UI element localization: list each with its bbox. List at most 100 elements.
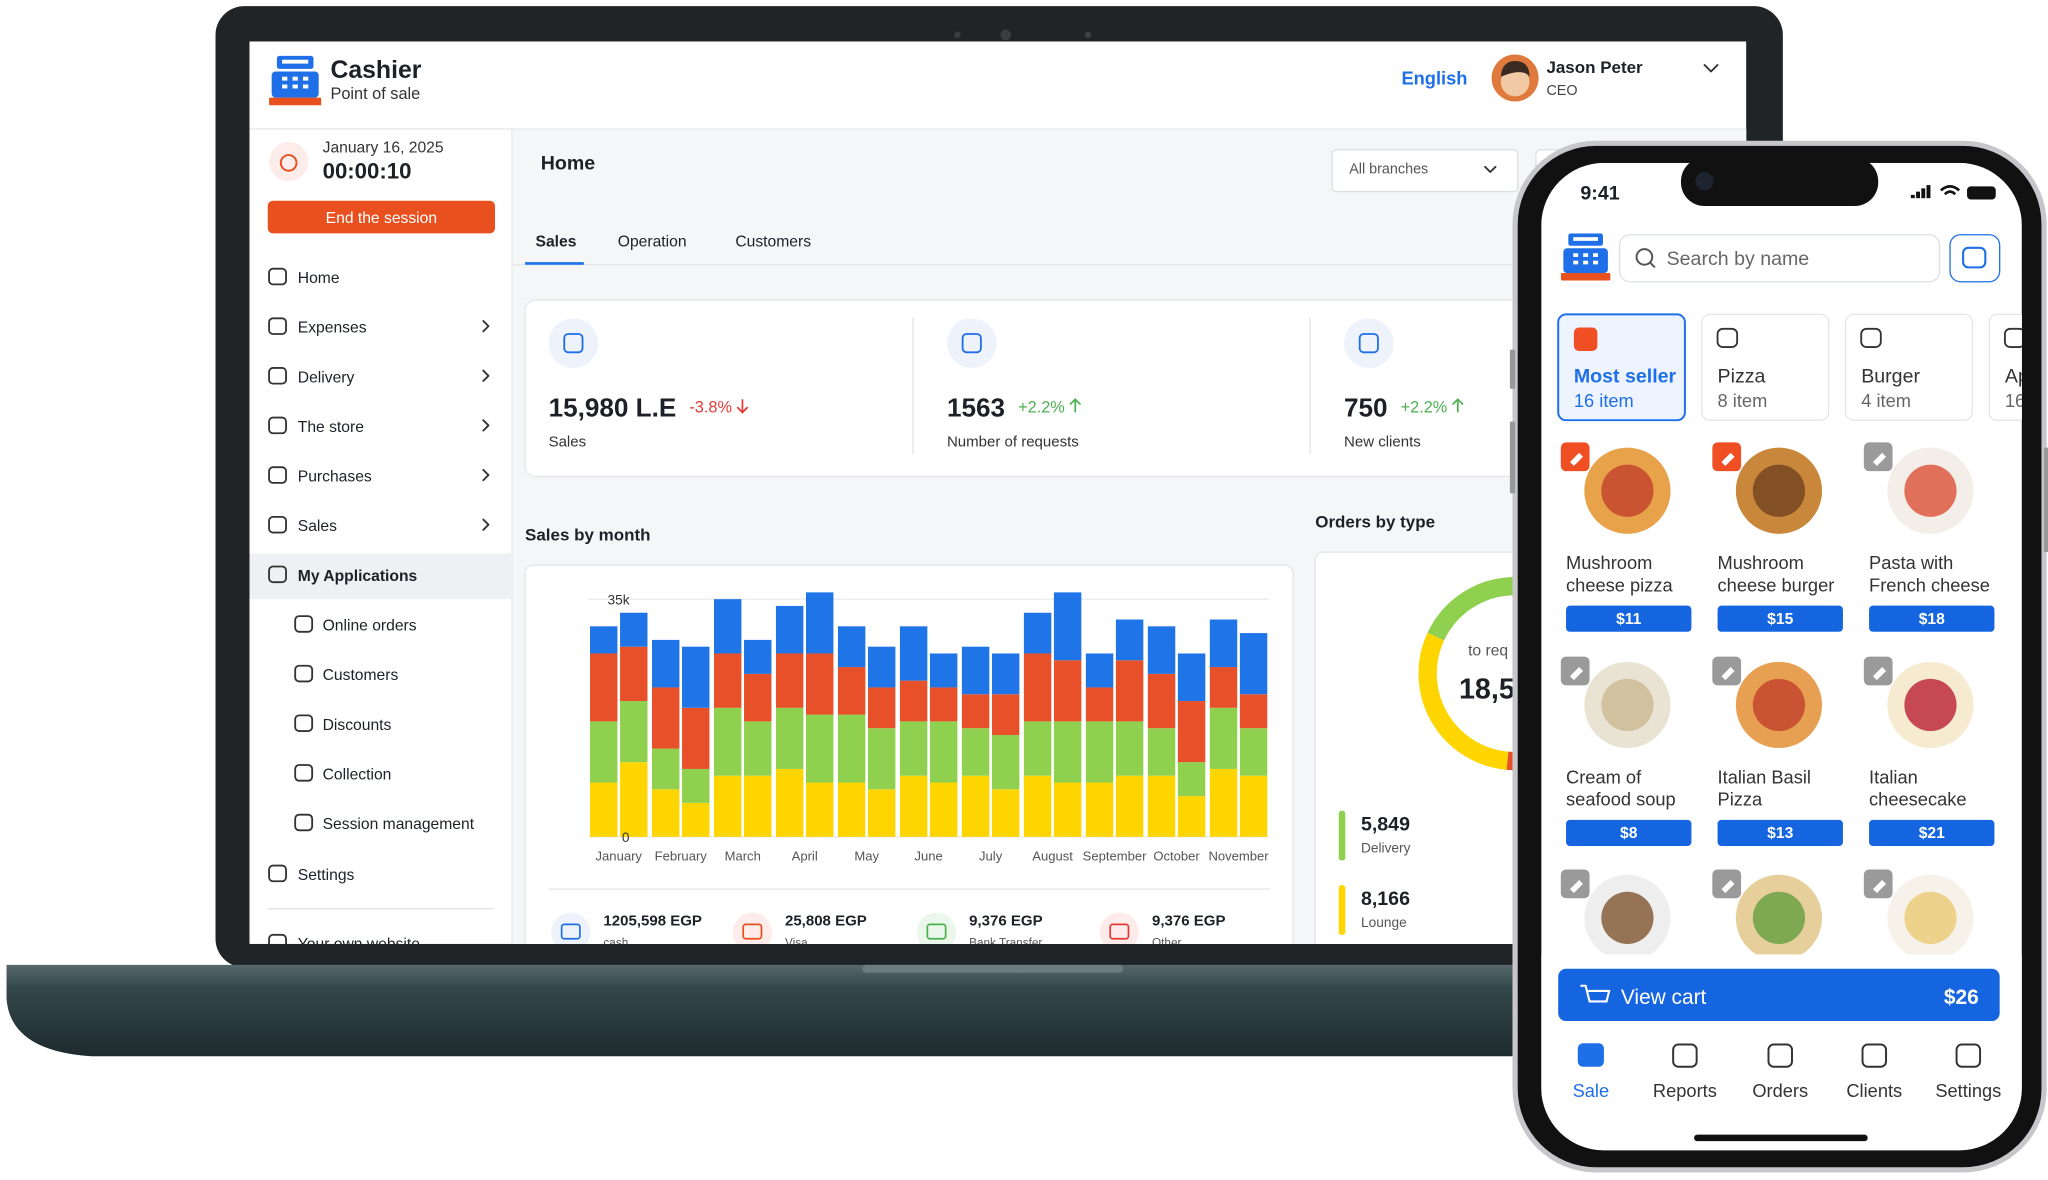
category-count[interactable]: 16 item bbox=[1574, 390, 1634, 411]
price-label[interactable]: $18 bbox=[1919, 611, 1945, 628]
tab-label[interactable]: Sale bbox=[1573, 1080, 1610, 1101]
nav-item[interactable]: Home bbox=[298, 270, 340, 287]
bar-segment bbox=[867, 728, 896, 790]
donut-segment bbox=[1427, 576, 1516, 641]
category-count[interactable]: 16 bbox=[2005, 390, 2025, 411]
product-name: Italian bbox=[1869, 766, 1918, 787]
legend-value: 5,849 bbox=[1361, 813, 1410, 835]
legend-label: Delivery bbox=[1361, 841, 1411, 856]
nav-item[interactable]: Sales bbox=[298, 518, 337, 535]
tab[interactable]: Operation bbox=[618, 233, 687, 250]
category-name[interactable]: Burger bbox=[1861, 365, 1920, 387]
pin-icon bbox=[1872, 667, 1887, 681]
tab-label[interactable]: Reports bbox=[1653, 1080, 1717, 1101]
stat-icon-bg bbox=[946, 318, 997, 368]
bar-segment bbox=[713, 707, 742, 776]
food-image-detail bbox=[1601, 891, 1654, 944]
bar-segment bbox=[1177, 653, 1206, 702]
language-switch[interactable]: English bbox=[1401, 68, 1467, 89]
nav-item[interactable]: My Applications bbox=[298, 568, 418, 585]
brand-name: Cashier bbox=[330, 57, 421, 84]
tab[interactable]: Customers bbox=[735, 233, 811, 250]
price-button[interactable] bbox=[1717, 819, 1843, 846]
nav-subitem[interactable]: Online orders bbox=[323, 617, 417, 634]
nav-item[interactable]: Expenses bbox=[298, 320, 367, 337]
category-name[interactable]: Ap bbox=[2005, 365, 2029, 387]
category-card[interactable] bbox=[1701, 313, 1830, 421]
price-label[interactable]: $11 bbox=[1616, 611, 1642, 628]
bar-segment bbox=[1085, 721, 1114, 783]
search-placeholder[interactable]: Search by name bbox=[1667, 248, 1810, 270]
nav-subitem[interactable]: Session management bbox=[323, 816, 475, 833]
branch-filter-label[interactable]: All branches bbox=[1349, 161, 1428, 177]
stat-value: 1563 bbox=[947, 392, 1005, 422]
category-card[interactable] bbox=[1844, 313, 1973, 421]
bar-segment bbox=[899, 680, 928, 722]
tab-label[interactable]: Clients bbox=[1846, 1080, 1902, 1101]
bar-segment bbox=[620, 646, 648, 702]
price-button[interactable] bbox=[1869, 819, 1995, 846]
payment-icon bbox=[560, 923, 581, 940]
stat-value: 750 bbox=[1344, 392, 1388, 422]
product-name: Mushroom bbox=[1566, 552, 1652, 573]
price-label[interactable]: $15 bbox=[1767, 611, 1793, 628]
view-cart-button[interactable] bbox=[1558, 968, 2000, 1022]
home-indicator bbox=[1694, 1134, 1868, 1142]
legend-label: Lounge bbox=[1361, 915, 1407, 930]
nav-chevron bbox=[482, 320, 490, 333]
stat-change: -3.8% bbox=[689, 398, 732, 416]
nav-item[interactable]: Delivery bbox=[298, 369, 355, 386]
bar-segment bbox=[1023, 721, 1052, 776]
category-card[interactable] bbox=[1988, 313, 2048, 421]
tab-label[interactable]: Settings bbox=[1935, 1080, 2001, 1101]
end-session-button[interactable] bbox=[267, 200, 496, 234]
nav-item[interactable]: Your own website bbox=[298, 936, 420, 953]
bar-segment bbox=[590, 626, 618, 654]
category-count[interactable]: 4 item bbox=[1861, 390, 1911, 411]
user-menu-chevron[interactable] bbox=[1703, 64, 1719, 73]
stat-trend-arrow bbox=[736, 399, 749, 414]
price-label[interactable]: $13 bbox=[1767, 825, 1793, 842]
signal-bar bbox=[1916, 191, 1920, 199]
category-count[interactable]: 8 item bbox=[1718, 390, 1768, 411]
nav-subitem[interactable]: Collection bbox=[323, 766, 392, 783]
price-button[interactable] bbox=[1566, 819, 1692, 846]
tab-icon bbox=[1672, 1043, 1698, 1068]
tab[interactable]: Sales bbox=[536, 233, 577, 250]
bar-segment bbox=[899, 721, 928, 776]
bar-segment bbox=[991, 653, 1020, 695]
tab-label[interactable]: Orders bbox=[1752, 1080, 1808, 1101]
stat-change: +2.2% bbox=[1401, 398, 1448, 416]
cart-total[interactable]: $26 bbox=[1944, 986, 1979, 1009]
bar-segment bbox=[867, 646, 896, 688]
price-label[interactable]: $21 bbox=[1919, 825, 1945, 842]
x-tick-label: February bbox=[655, 848, 708, 863]
price-button[interactable] bbox=[1717, 605, 1843, 632]
price-button[interactable] bbox=[1566, 605, 1692, 632]
bar-segment bbox=[1177, 701, 1206, 763]
search-box[interactable] bbox=[1618, 234, 1941, 283]
nav-subitem[interactable]: Discounts bbox=[323, 717, 392, 734]
bar-segment bbox=[590, 721, 618, 783]
view-cart-label[interactable]: View cart bbox=[1621, 986, 1707, 1009]
bar-segment bbox=[1115, 660, 1144, 722]
payment-method: Bank Transfer bbox=[969, 937, 1042, 950]
category-name[interactable]: Pizza bbox=[1718, 365, 1766, 387]
bar-segment bbox=[929, 653, 958, 688]
nav-item[interactable]: Settings bbox=[298, 867, 355, 884]
branch-filter[interactable] bbox=[1331, 149, 1519, 193]
price-label[interactable]: $8 bbox=[1620, 825, 1638, 842]
end-session-label[interactable]: End the session bbox=[326, 210, 437, 227]
bar-segment bbox=[1053, 721, 1082, 783]
price-button[interactable] bbox=[1869, 605, 1995, 632]
x-tick-label: January bbox=[596, 848, 643, 863]
nav-subitem[interactable]: Customers bbox=[323, 667, 399, 684]
session-timer: 00:00:10 bbox=[323, 159, 412, 184]
avatar-face bbox=[1500, 67, 1530, 97]
category-name[interactable]: Most seller bbox=[1574, 365, 1677, 387]
nav-item[interactable]: The store bbox=[298, 419, 364, 436]
nav-item[interactable]: Purchases bbox=[298, 469, 372, 486]
bar-segment bbox=[1177, 762, 1206, 797]
scan-button[interactable] bbox=[1949, 234, 2001, 283]
